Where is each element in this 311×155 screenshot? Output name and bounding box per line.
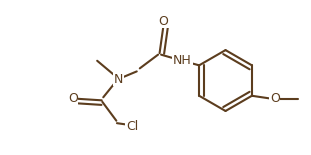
Text: O: O — [270, 92, 280, 105]
Text: N: N — [114, 73, 123, 86]
Text: O: O — [68, 92, 78, 105]
Text: Cl: Cl — [126, 120, 138, 133]
Text: O: O — [158, 15, 168, 28]
Text: NH: NH — [173, 54, 192, 67]
